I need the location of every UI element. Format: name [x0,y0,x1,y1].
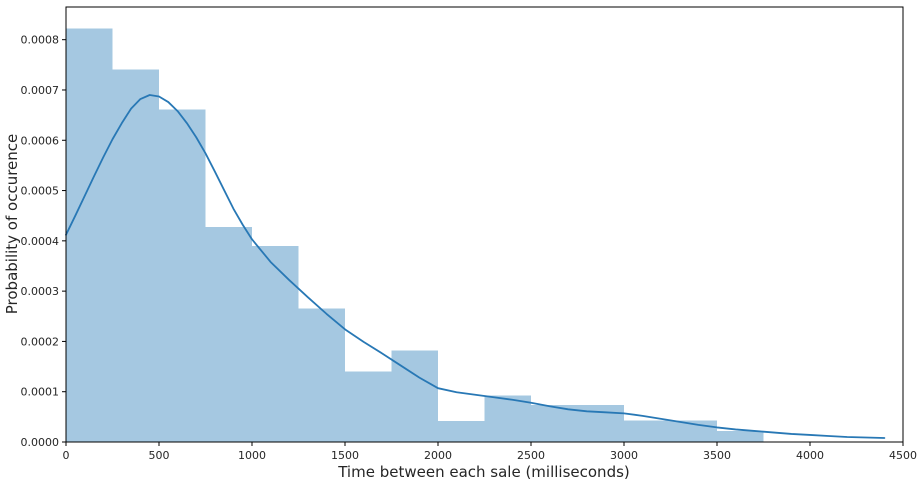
x-tick-label: 4500 [889,449,917,462]
histogram-bar [531,404,578,442]
x-tick-label: 4000 [796,449,824,462]
y-tick-label: 0.0002 [21,335,60,348]
x-tick-label: 500 [149,449,170,462]
histogram-bar [159,109,206,442]
histogram-bar [484,395,531,442]
x-tick-label: 2500 [517,449,545,462]
x-tick-label: 3500 [703,449,731,462]
histogram-bar [391,350,438,442]
histogram-bar [438,420,485,442]
histogram-bar [624,420,671,442]
y-tick-label: 0.0005 [21,185,60,198]
y-axis-ticks: 0.0000 0.0001 0.0002 0.0003 0.0004 0.0005 0.00… [21,34,66,449]
y-tick-label: 0.0003 [21,285,60,298]
y-tick-label: 0.0008 [21,34,60,47]
histogram-bar [345,371,392,442]
x-tick-label: 3000 [610,449,638,462]
histogram-bar [252,245,299,442]
y-tick-label: 0.0000 [21,436,60,449]
x-tick-label: 2000 [424,449,452,462]
x-tick-label: 1500 [331,449,359,462]
y-tick-label: 0.0007 [21,84,60,97]
x-axis-label: Time between each sale (milliseconds) [337,463,630,481]
plot-border [65,6,904,443]
x-tick-label: 1000 [238,449,266,462]
histogram-bar [205,226,252,442]
histogram-bar [66,28,113,443]
histogram-bar [112,69,159,443]
y-axis-label: Probability of occurence [3,134,21,315]
histogram-bar [717,430,764,442]
y-tick-label: 0.0001 [21,386,60,399]
x-tick-label: 0 [63,449,70,462]
histogram-bar [298,308,345,442]
x-axis-ticks: 0 500 1000 1500 2000 2500 3000 3500 4000 4500 [63,442,917,462]
kde-curve [65,94,886,439]
y-tick-label: 0.0006 [21,134,60,147]
histogram-bars [66,28,764,443]
y-tick-label: 0.0004 [21,235,60,248]
